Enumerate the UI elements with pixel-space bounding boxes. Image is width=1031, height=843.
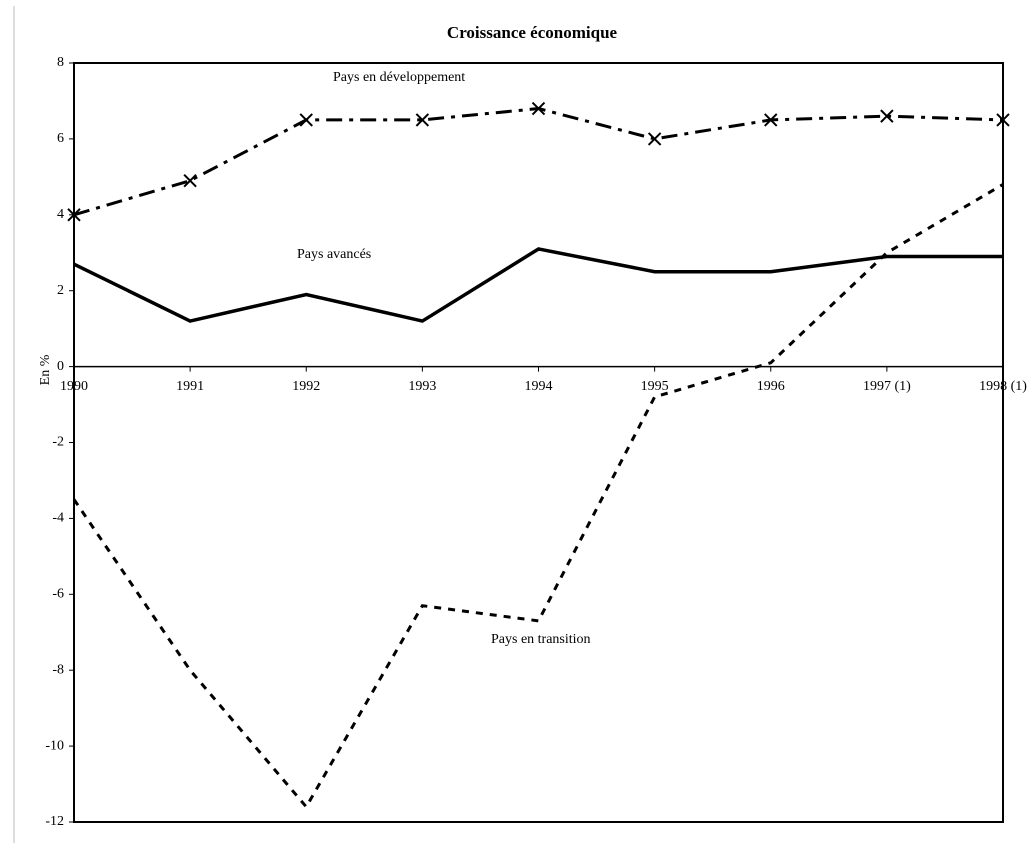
marker (299, 113, 313, 127)
y-tick-label: 2 (57, 283, 64, 298)
y-tick-label: 4 (57, 207, 64, 222)
series-label: Pays en transition (491, 632, 591, 647)
y-tick-label: -10 (45, 738, 64, 753)
y-tick-label: -4 (52, 511, 64, 526)
x-tick-label: 1996 (757, 379, 785, 394)
y-tick-label: -12 (45, 814, 64, 829)
marker (415, 113, 430, 127)
chart-title: Croissance économique (447, 23, 618, 42)
marker (67, 208, 81, 222)
x-tick-label: 1991 (176, 379, 204, 394)
marker (531, 101, 546, 116)
x-tick-label: 1994 (525, 379, 553, 394)
y-tick-label: -8 (52, 662, 64, 677)
y-tick-label: -2 (52, 435, 64, 450)
series-label: Pays avancés (297, 247, 371, 262)
marker (996, 113, 1010, 127)
y-tick-label: 8 (57, 55, 64, 70)
y-tick-label: -6 (52, 587, 64, 602)
x-tick-label: 1995 (641, 379, 669, 394)
x-tick-label: 1993 (408, 379, 436, 394)
marker (764, 113, 778, 127)
marker (880, 109, 894, 123)
series-line (73, 247, 1003, 323)
y-tick-label: 6 (57, 131, 64, 146)
marker (647, 132, 662, 146)
x-tick-label: 1990 (60, 379, 88, 394)
x-tick-label: 1997 (1) (863, 379, 911, 394)
y-tick-label: 0 (57, 359, 64, 374)
y-axis-label: En % (38, 354, 53, 385)
x-tick-label: 1992 (292, 379, 320, 394)
series-label: Pays en développement (333, 70, 465, 85)
marker (183, 173, 197, 188)
series-line (72, 183, 1004, 810)
x-tick-label: 1998 (1) (979, 379, 1027, 394)
